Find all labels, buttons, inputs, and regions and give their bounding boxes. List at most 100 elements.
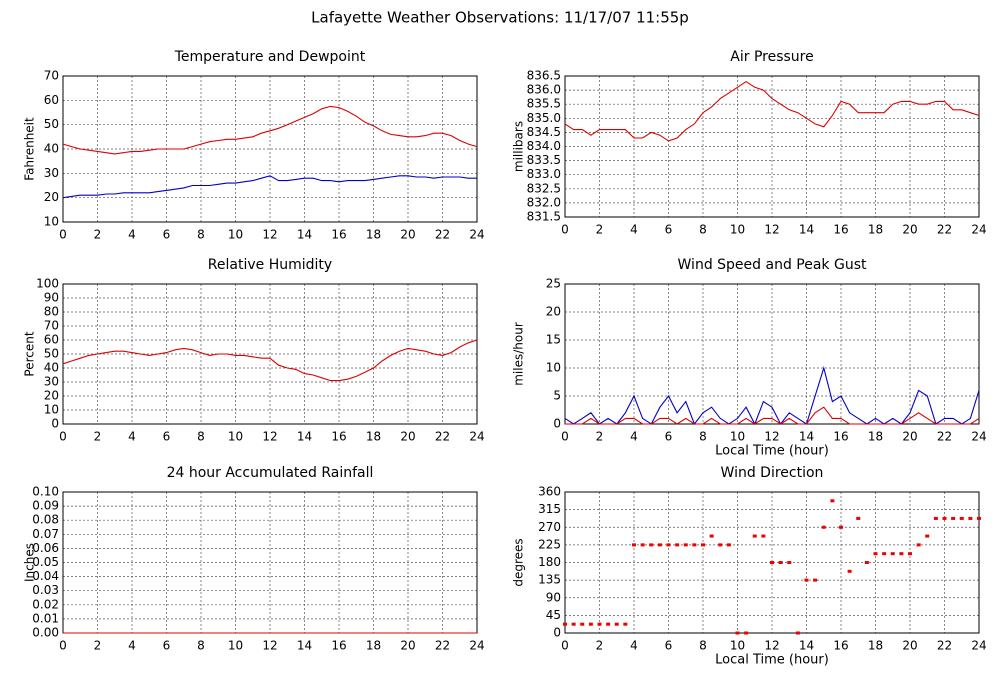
x-tick-label: 2 — [596, 639, 604, 653]
point — [657, 543, 662, 547]
y-tick-label: 0.10 — [32, 485, 59, 499]
point — [795, 631, 800, 635]
point — [873, 552, 878, 556]
x-tick-label: 20 — [400, 228, 415, 242]
y-tick-label: 10 — [44, 215, 59, 229]
series-line — [564, 80, 980, 142]
point — [761, 534, 766, 538]
x-tick-label: 8 — [197, 228, 205, 242]
series-line — [62, 105, 478, 155]
y-tick-label: 15 — [546, 333, 561, 347]
point — [718, 543, 723, 547]
y-tick-label: 80 — [44, 305, 59, 319]
point — [942, 516, 947, 520]
x-tick-label: 22 — [435, 228, 450, 242]
x-tick-label: 14 — [799, 639, 814, 653]
y-tick-label: 0.01 — [32, 611, 59, 625]
x-tick-label: 0 — [561, 639, 569, 653]
series-line — [565, 406, 980, 425]
plot-frame — [564, 283, 980, 425]
y-tick-label: 832.5 — [527, 181, 561, 195]
x-tick-label: 8 — [699, 223, 707, 237]
x-tick-label: 16 — [833, 430, 848, 444]
y-tick-label: 0.00 — [32, 626, 59, 640]
x-tick-label: 20 — [400, 639, 415, 653]
x-tick-label: 16 — [833, 223, 848, 237]
point — [692, 543, 697, 547]
x-tick-label: 22 — [435, 639, 450, 653]
x-tick-label: 4 — [630, 639, 638, 653]
x-tick-label: 12 — [262, 639, 277, 653]
x-tick-label: 10 — [228, 639, 243, 653]
point — [580, 622, 585, 626]
y-tick-label: 0.03 — [32, 583, 59, 597]
point — [804, 578, 809, 582]
series-line — [62, 175, 477, 199]
y-tick-label: 270 — [538, 520, 561, 534]
y-tick-label: 5 — [553, 389, 561, 403]
x-tick-label: 22 — [937, 223, 952, 237]
y-tick-label: 0 — [553, 626, 561, 640]
y-tick-label: 50 — [44, 117, 59, 131]
plot-frame — [62, 75, 478, 223]
point — [933, 516, 938, 520]
x-tick-label: 8 — [197, 430, 205, 444]
y-tick-label: 30 — [44, 166, 59, 180]
point — [563, 622, 567, 626]
y-tick-label: 45 — [546, 608, 561, 622]
point — [726, 543, 731, 547]
point — [709, 534, 714, 538]
x-tick-label: 8 — [699, 639, 707, 653]
x-tick-label: 22 — [937, 430, 952, 444]
y-tick-label: 836.0 — [527, 83, 561, 97]
x-tick-label: 2 — [596, 430, 604, 444]
x-tick-label: 24 — [971, 639, 986, 653]
y-tick-label: 60 — [44, 93, 59, 107]
point — [882, 552, 887, 556]
point — [899, 552, 904, 556]
y-tick-label: 0.06 — [32, 541, 59, 555]
chart-title: Air Pressure — [730, 49, 813, 65]
x-tick-label: 18 — [868, 639, 883, 653]
y-tick-label: 360 — [538, 485, 561, 499]
x-tick-label: 2 — [94, 228, 102, 242]
point — [813, 578, 818, 582]
x-tick-label: 0 — [59, 430, 67, 444]
chart-title: 24 hour Accumulated Rainfall — [167, 465, 374, 481]
point — [951, 516, 956, 520]
y-tick-label: 835.5 — [527, 97, 561, 111]
point — [821, 525, 826, 529]
x-tick-label: 4 — [630, 223, 638, 237]
x-tick-label: 12 — [262, 430, 277, 444]
point — [744, 631, 749, 635]
point — [770, 561, 774, 564]
y-tick-label: 831.5 — [527, 210, 561, 224]
chart-title: Wind Speed and Peak Gust — [678, 257, 867, 273]
x-tick-label: 4 — [128, 228, 136, 242]
x-tick-label: 0 — [59, 228, 67, 242]
point — [890, 552, 895, 556]
y-tick-label: 180 — [538, 555, 561, 569]
x-tick-label: 18 — [868, 223, 883, 237]
x-tick-label: 20 — [902, 223, 917, 237]
point — [588, 622, 593, 626]
x-tick-label: 10 — [228, 430, 243, 444]
y-tick-label: 835.0 — [527, 111, 561, 125]
x-tick-label: 24 — [469, 639, 484, 653]
x-tick-label: 12 — [764, 223, 779, 237]
y-axis-label: Fahrenheit — [23, 117, 37, 181]
x-tick-label: 14 — [297, 639, 312, 653]
x-tick-label: 0 — [561, 430, 569, 444]
y-tick-label: 834.0 — [527, 139, 561, 153]
chart-title: Wind Direction — [721, 465, 824, 481]
point — [864, 561, 869, 564]
y-axis-label: Percent — [23, 331, 37, 376]
y-axis-label: Inches — [23, 543, 37, 582]
y-tick-label: 135 — [538, 573, 561, 587]
x-tick-label: 10 — [228, 228, 243, 242]
point — [632, 543, 636, 547]
y-axis-label: degrees — [512, 538, 526, 586]
point — [623, 622, 628, 626]
point — [675, 543, 680, 547]
